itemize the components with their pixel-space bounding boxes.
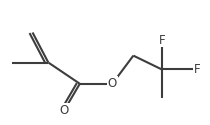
Text: F: F <box>194 63 201 76</box>
Text: F: F <box>158 34 165 46</box>
Text: O: O <box>108 77 117 90</box>
Text: O: O <box>59 104 69 117</box>
